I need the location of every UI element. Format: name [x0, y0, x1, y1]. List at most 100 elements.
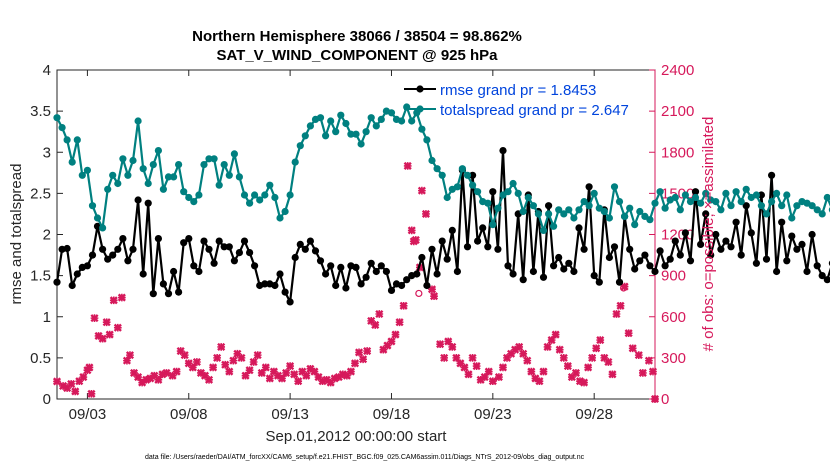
- totalspread-point: [474, 188, 482, 196]
- obs-assimilated-point: [354, 348, 364, 357]
- totalspread-point: [615, 198, 624, 206]
- rmse-point: [519, 276, 527, 284]
- rmse-point: [555, 253, 563, 262]
- rmse-point: [732, 218, 740, 226]
- obs-assimilated-point: [407, 226, 416, 235]
- totalspread-point: [240, 191, 249, 199]
- totalspread-point: [235, 173, 243, 181]
- rmse-point: [261, 280, 269, 288]
- totalspread-point: [215, 181, 223, 189]
- totalspread-point: [580, 198, 588, 206]
- totalspread-point: [433, 165, 441, 173]
- legend: rmse grand pr = 1.8453 totalspread grand…: [404, 82, 629, 119]
- rmse-point: [63, 244, 71, 253]
- rmse-point: [225, 243, 233, 251]
- rmse-point: [185, 235, 193, 243]
- rmse-point: [403, 276, 411, 284]
- totalspread-point: [752, 191, 761, 199]
- totalspread-point: [306, 122, 314, 130]
- rmse-point: [788, 232, 796, 240]
- rmse-point: [337, 263, 345, 271]
- rmse-point: [595, 278, 603, 286]
- obs-assimilated-point: [98, 334, 107, 343]
- totalspread-point: [225, 171, 233, 179]
- obs-assimilated-point: [261, 363, 270, 372]
- rmse-point: [570, 267, 578, 276]
- totalspread-point: [68, 158, 76, 166]
- totalspread-point: [463, 171, 472, 179]
- rmse-point: [691, 188, 700, 196]
- totalspread-point: [712, 198, 720, 206]
- obs-assimilated-point: [527, 367, 536, 376]
- obs-assimilated-point: [87, 389, 96, 398]
- obs-assimilated-point: [417, 186, 426, 195]
- totalspread-point: [489, 221, 497, 229]
- obs-assimilated-point: [172, 367, 181, 376]
- totalspread-point: [220, 161, 228, 169]
- obs-assimilated-point: [294, 377, 303, 386]
- legend-spread-marker: [416, 105, 424, 113]
- obs-possible-point: [651, 395, 659, 403]
- obs-assimilated-point: [363, 346, 372, 356]
- totalspread-point: [387, 109, 396, 117]
- plot-area: [56, 69, 656, 400]
- rmse-point: [818, 272, 826, 280]
- rmse-point: [220, 243, 228, 251]
- rmse-point: [251, 262, 259, 270]
- totalspread-point: [185, 193, 193, 202]
- rmse-point: [463, 243, 472, 251]
- totalspread-point: [438, 171, 446, 179]
- totalspread-point: [661, 204, 669, 212]
- totalspread-point: [773, 189, 781, 197]
- rmse-point: [438, 237, 446, 245]
- x-tick-label: 09/08: [170, 406, 208, 423]
- totalspread-point: [555, 206, 563, 214]
- obs-assimilated-point: [102, 318, 111, 327]
- totalspread-point: [788, 214, 796, 222]
- obs-assimilated-point: [464, 370, 473, 379]
- obs-assimilated-point: [180, 351, 189, 360]
- rmse-point: [722, 237, 730, 245]
- obs-assimilated-point: [608, 370, 617, 379]
- totalspread-point: [78, 171, 86, 179]
- obs-assimilated-point: [559, 353, 568, 362]
- obs-assimilated-point: [113, 323, 122, 332]
- totalspread-point: [509, 179, 517, 188]
- rmse-point: [68, 281, 76, 290]
- obs-assimilated-point: [638, 368, 647, 378]
- totalspread-point: [570, 214, 578, 222]
- obs-assimilated-point: [85, 363, 94, 372]
- totalspread-point: [524, 193, 532, 202]
- obs-assimilated-point: [90, 314, 99, 323]
- rmse-point: [798, 240, 806, 248]
- obs-assimilated-point: [488, 377, 497, 386]
- totalspread-point: [418, 125, 426, 133]
- totalspread-point: [251, 191, 259, 199]
- totalspread-point: [458, 165, 466, 173]
- data-file-footnote: data file: /Users/raeder/DAI/ATM_forcXX/…: [145, 454, 585, 461]
- rmse-point: [144, 199, 152, 207]
- obs-assimilated-point: [168, 371, 177, 380]
- obs-assimilated-point: [411, 235, 420, 245]
- totalspread-point: [134, 117, 142, 125]
- obs-assimilated-point: [543, 342, 552, 351]
- totalspread-point: [656, 188, 664, 196]
- x-tick-label: 09/18: [373, 406, 411, 423]
- obs-assimilated-point: [571, 368, 580, 378]
- rmse-point: [271, 281, 279, 290]
- totalspread-point: [266, 181, 274, 189]
- totalspread-point: [205, 155, 213, 163]
- obs-assimilated-point: [67, 379, 76, 388]
- rmse-point: [398, 281, 406, 290]
- obs-assimilated-point: [624, 329, 633, 338]
- obs-assimilated-point: [555, 345, 564, 354]
- rmse-point: [768, 171, 776, 179]
- rmse-point: [656, 247, 664, 255]
- data-layer: [52, 103, 830, 404]
- obs-assimilated-point: [359, 355, 368, 364]
- rmse-point: [200, 237, 208, 245]
- obs-assimilated-point: [563, 362, 572, 371]
- obs-assimilated-point: [584, 363, 593, 372]
- chart-title: Northern Hemisphere 38066 / 38504 = 98.8…: [192, 28, 522, 45]
- rmse-point: [296, 240, 304, 248]
